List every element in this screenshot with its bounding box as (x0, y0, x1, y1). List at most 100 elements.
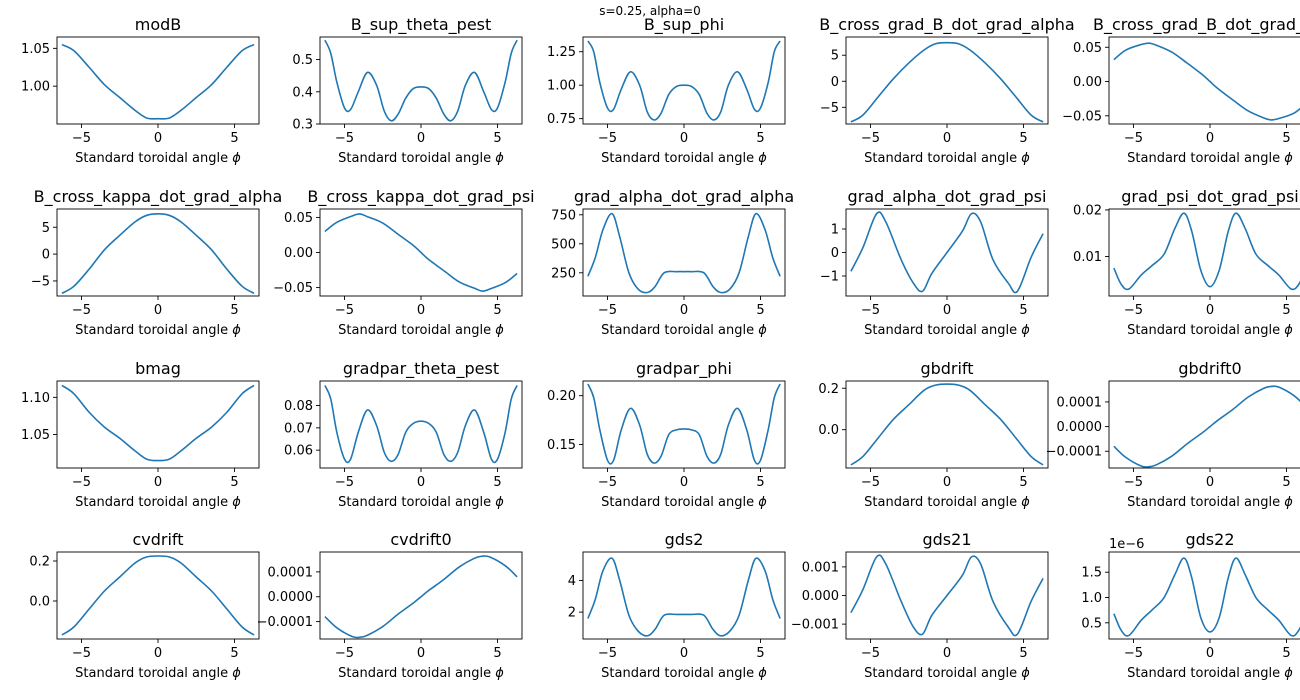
x-axis-label: Standard toroidal angle ϕ (1127, 151, 1293, 166)
y-tick-label: −5 (31, 274, 50, 289)
subplot-title: gds22 (1185, 530, 1234, 549)
y-tick-label: 0.0000 (1057, 420, 1103, 435)
x-tick-label: 5 (230, 475, 238, 490)
x-tick-label: −5 (72, 303, 91, 318)
x-axis-label-symbol: ϕ (758, 151, 767, 166)
x-tick-label: 0 (1206, 131, 1214, 146)
y-tick-label: 1.0 (1081, 591, 1102, 606)
subplot-b-cross-kappa-dot-grad-psi: B_cross_kappa_dot_grad_psi −5 0 5 −0.05 0.00 0… (273, 187, 534, 338)
x-axis-label-text: Standard toroidal angle (1127, 666, 1284, 681)
x-tick-label: 5 (756, 303, 764, 318)
y-tick-label: 0.00 (284, 246, 313, 261)
y-tick-label: 0.0 (29, 595, 50, 610)
y-tick-label: 0.15 (547, 438, 576, 453)
x-axis-label-symbol: ϕ (495, 495, 504, 510)
x-tick-label: 0 (417, 303, 425, 318)
x-tick-label: 5 (230, 131, 238, 146)
x-axis-label-text: Standard toroidal angle (338, 495, 495, 510)
x-axis-label: Standard toroidal angle ϕ (601, 323, 767, 338)
x-axis-label-text: Standard toroidal angle (1127, 495, 1284, 510)
y-tick-label: 0.0000 (268, 590, 314, 605)
axes-frame (1108, 380, 1300, 469)
x-axis-label-symbol: ϕ (1284, 495, 1293, 510)
x-axis-label-symbol: ϕ (1021, 323, 1030, 338)
y-tick-label: 1.5 (1081, 566, 1102, 581)
x-axis-label-text: Standard toroidal angle (75, 323, 232, 338)
data-line (587, 383, 781, 465)
x-tick-label: −5 (335, 303, 354, 318)
y-tick-label: −0.0001 (257, 615, 313, 630)
x-axis-label-text: Standard toroidal angle (1127, 323, 1284, 338)
y-tick-label: −1 (820, 270, 839, 285)
x-tick-label: 0 (680, 131, 688, 146)
data-line (324, 39, 518, 122)
y-tick-label: 0.001 (802, 560, 839, 575)
x-axis-label-text: Standard toroidal angle (338, 323, 495, 338)
x-axis-label-symbol: ϕ (1021, 495, 1030, 510)
y-tick-label: 0.5 (1081, 616, 1102, 631)
subplot-gradpar-theta-pest: gradpar_theta_pest −5 0 5 0.06 0.07 0.08 Standa… (284, 359, 523, 510)
x-tick-label: 5 (1282, 646, 1290, 661)
x-tick-label: 0 (154, 646, 162, 661)
subplot-title: B_cross_kappa_dot_grad_psi (307, 187, 534, 207)
x-axis-label: Standard toroidal angle ϕ (864, 495, 1030, 510)
subplot-title: gds2 (665, 530, 704, 549)
y-tick-label: 0.3 (292, 118, 313, 133)
subplot-cvdrift0: cvdrift0 −5 0 5 −0.0001 0.0000 0.0001 Standard … (257, 530, 523, 681)
subplot-gds2: gds2 −5 0 5 2 4 Standard toroidal angle ϕ (568, 530, 786, 681)
x-tick-label: 0 (154, 475, 162, 490)
x-axis-label-symbol: ϕ (495, 323, 504, 338)
x-tick-label: −5 (335, 646, 354, 661)
axes-frame (582, 380, 786, 469)
x-tick-label: −5 (72, 646, 91, 661)
x-tick-label: 5 (1019, 303, 1027, 318)
data-line (587, 212, 781, 294)
x-axis-label-symbol: ϕ (1284, 151, 1293, 166)
axes-frame (845, 380, 1049, 469)
x-axis-label: Standard toroidal angle ϕ (864, 323, 1030, 338)
x-axis-label-symbol: ϕ (1021, 666, 1030, 681)
axes-frame (319, 380, 523, 469)
x-tick-label: 5 (1019, 475, 1027, 490)
x-axis-label-symbol: ϕ (232, 151, 241, 166)
x-tick-label: −5 (598, 303, 617, 318)
x-tick-label: −5 (598, 131, 617, 146)
x-axis-label-symbol: ϕ (232, 666, 241, 681)
x-tick-label: −5 (335, 131, 354, 146)
x-axis-label-text: Standard toroidal angle (864, 151, 1021, 166)
data-line (850, 383, 1044, 466)
x-tick-label: −5 (861, 475, 880, 490)
x-axis-label: Standard toroidal angle ϕ (75, 666, 241, 681)
y-tick-label: 5 (831, 49, 839, 64)
y-tick-label: −5 (820, 101, 839, 116)
x-axis-label-text: Standard toroidal angle (864, 495, 1021, 510)
x-tick-label: −5 (598, 475, 617, 490)
subplot-gds21: gds21 −5 0 5 −0.001 0.000 0.001 Standard toroid… (791, 530, 1049, 681)
subplot-title: B_cross_grad_B_dot_grad_alpha (819, 15, 1074, 35)
subplot-title: cvdrift (132, 530, 183, 549)
subplot-title: B_cross_grad_B_dot_grad_psi (1093, 15, 1300, 35)
axes-frame (582, 36, 786, 125)
subplot-title: grad_psi_dot_grad_psi (1121, 187, 1298, 207)
subplot-grad-psi-dot-grad-psi: grad_psi_dot_grad_psi −5 0 5 0.01 0.02 Standar… (1073, 187, 1300, 338)
x-axis-label: Standard toroidal angle ϕ (601, 666, 767, 681)
y-tick-label: 0.0001 (268, 565, 314, 580)
y-tick-label: 0.2 (29, 555, 50, 570)
x-tick-label: 0 (943, 303, 951, 318)
y-tick-label: −0.05 (273, 281, 313, 296)
x-tick-label: 0 (417, 475, 425, 490)
x-tick-label: 5 (493, 131, 501, 146)
y-tick-label: 1 (831, 222, 839, 237)
subplot-grad-alpha-dot-grad-alpha: grad_alpha_dot_grad_alpha −5 0 5 250 500 750 St… (551, 187, 794, 338)
y-tick-label: 1.00 (547, 79, 576, 94)
axes-frame (56, 380, 260, 469)
subplot-title: gbdrift0 (1178, 359, 1241, 378)
x-tick-label: 5 (756, 131, 764, 146)
data-line (61, 555, 255, 636)
subplot-title: grad_alpha_dot_grad_psi (848, 187, 1047, 207)
x-axis-label-symbol: ϕ (232, 323, 241, 338)
x-tick-label: 5 (230, 303, 238, 318)
y-tick-label: 250 (551, 266, 576, 281)
x-tick-label: 5 (493, 475, 501, 490)
